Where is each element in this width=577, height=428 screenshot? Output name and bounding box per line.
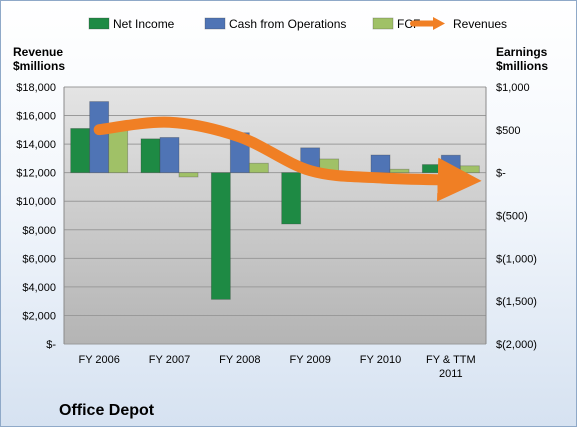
net-income-bar	[282, 173, 301, 224]
x-axis: FY 2006 FY 2007 FY 2008 FY 2009 FY 2010 FY & …	[78, 354, 475, 380]
right-tick-label: $(500)	[496, 211, 528, 223]
left-tick-label: $10,000	[16, 196, 56, 208]
x-tick-label: FY 2007	[149, 354, 190, 366]
chart-title: Office Depot	[59, 402, 155, 419]
net-income-bar	[141, 139, 160, 173]
right-tick-label: $(2,000)	[496, 339, 537, 351]
right-tick-label: $1,000	[496, 82, 530, 94]
x-tick-label: FY & TTM	[426, 354, 476, 366]
cash-from-operations-bar	[371, 155, 390, 173]
left-tick-label: $2,000	[22, 310, 56, 322]
revenues-legend-label: Revenues	[453, 17, 507, 31]
fcf-bar	[109, 130, 128, 173]
right-tick-label: $(1,500)	[496, 296, 537, 308]
left-tick-label: $18,000	[16, 82, 56, 94]
net-income-bar	[211, 173, 230, 300]
left-tick-label: $14,000	[16, 139, 56, 151]
right-tick-label: $(1,000)	[496, 253, 537, 265]
left-tick-label: $16,000	[16, 111, 56, 123]
left-axis-title: $millions	[13, 59, 65, 73]
fcf-bar	[390, 169, 409, 172]
right-axis-title: $millions	[496, 59, 548, 73]
left-tick-label: $6,000	[22, 253, 56, 265]
cash-from-operations-bar	[160, 137, 179, 172]
right-tick-label: $500	[496, 125, 520, 137]
x-tick-label: FY 2009	[289, 354, 330, 366]
net-income-bar	[422, 165, 441, 173]
net-income-bar	[71, 128, 90, 172]
revenues-legend-arrow	[433, 17, 445, 30]
net-income-legend-swatch	[89, 18, 109, 29]
x-tick-label: FY 2008	[219, 354, 260, 366]
x-tick-label: 2011	[439, 368, 463, 380]
cash-from-operations-bar	[90, 102, 109, 173]
fcf-legend-swatch	[373, 18, 393, 29]
fcf-bar	[249, 163, 268, 172]
net-income-legend-label: Net Income	[113, 17, 175, 31]
cash-from-operations-bar	[441, 155, 460, 172]
cash-from-operations-legend-swatch	[205, 18, 225, 29]
right-tick-label: $-	[496, 168, 506, 180]
left-tick-label: $-	[46, 339, 56, 351]
right-axis-title: Earnings	[496, 45, 548, 59]
left-tick-label: $8,000	[22, 225, 56, 237]
left-axis-title: Revenue	[13, 45, 63, 59]
left-tick-label: $4,000	[22, 282, 56, 294]
left-tick-label: $12,000	[16, 168, 56, 180]
cash-from-operations-legend-label: Cash from Operations	[229, 17, 346, 31]
fcf-bar	[179, 173, 198, 177]
right-axis: $(2,000) $(1,500) $(1,000) $(500) $- $500 $1,0…	[496, 82, 537, 351]
fcf-bar	[460, 166, 479, 173]
left-axis: $- $2,000 $4,000 $6,000 $8,000 $10,000 $12,000…	[16, 82, 56, 351]
x-tick-label: FY 2006	[78, 354, 119, 366]
x-tick-label: FY 2010	[360, 354, 401, 366]
